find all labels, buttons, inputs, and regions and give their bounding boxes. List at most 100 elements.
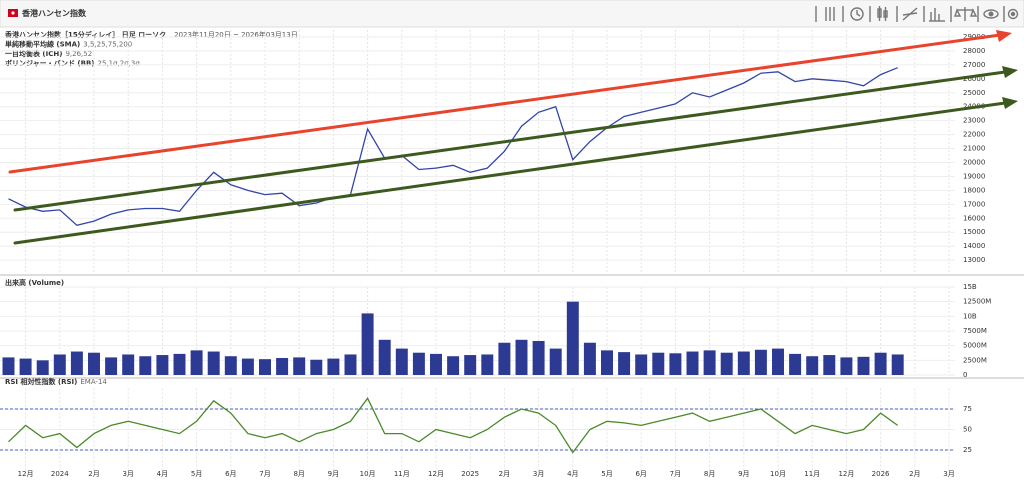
bar bbox=[19, 358, 32, 375]
draw-button[interactable] bbox=[902, 7, 918, 21]
bar bbox=[703, 350, 716, 375]
bars-button[interactable] bbox=[825, 7, 835, 21]
trend-arrow bbox=[996, 30, 1012, 42]
x-tick-label: 4月 bbox=[157, 470, 168, 478]
rsi-subtitle: EMA-14 bbox=[80, 378, 107, 386]
bar bbox=[224, 356, 237, 375]
bar bbox=[840, 357, 853, 375]
volume-title: 出来高 (Volume) bbox=[5, 278, 64, 287]
x-tick-label: 3月 bbox=[533, 470, 544, 478]
x-tick-label: 7月 bbox=[670, 470, 681, 478]
bar bbox=[601, 350, 613, 375]
bar bbox=[754, 349, 767, 375]
y-tick-label: 10B bbox=[963, 312, 977, 320]
y-tick-label: 12500M bbox=[963, 298, 991, 306]
bar bbox=[823, 355, 836, 375]
bar bbox=[464, 355, 477, 375]
candle-button[interactable] bbox=[877, 6, 888, 21]
bar bbox=[857, 356, 870, 375]
y-tick-label: 21000 bbox=[963, 145, 985, 153]
indicator-name: 一目均衡表 (ICH) bbox=[5, 49, 62, 58]
trend-arrow bbox=[1002, 97, 1018, 109]
bar bbox=[310, 359, 323, 375]
bar bbox=[412, 352, 425, 375]
y-tick-label: 17000 bbox=[963, 200, 985, 208]
compare-button[interactable] bbox=[954, 7, 978, 21]
bar bbox=[156, 355, 169, 375]
y-tick-label: 23000 bbox=[963, 117, 985, 125]
x-tick-label: 6月 bbox=[225, 470, 236, 478]
rsi-title: RSI 相対性指数 (RSI) EMA-14 bbox=[5, 377, 107, 386]
bar bbox=[276, 357, 289, 375]
x-tick-label: 2月 bbox=[909, 470, 920, 478]
indicator-label: ボリンジャー・バンド (BB) 25,1σ,2σ,3σ bbox=[5, 59, 140, 68]
bar bbox=[361, 313, 374, 375]
bar bbox=[344, 354, 357, 375]
y-tick-label: 22000 bbox=[963, 131, 985, 139]
bar bbox=[173, 353, 186, 375]
y-tick-label: 27000 bbox=[963, 61, 985, 69]
bar bbox=[618, 352, 631, 375]
x-tick-label: 9月 bbox=[328, 470, 339, 478]
flag-icon-mark bbox=[11, 11, 15, 15]
y-tick-label: 50 bbox=[963, 426, 972, 434]
bar bbox=[566, 301, 579, 375]
bar bbox=[635, 354, 648, 375]
y-tick-label: 29000 bbox=[963, 33, 985, 41]
bar bbox=[139, 356, 152, 375]
y-tick-label: 5000M bbox=[963, 342, 987, 350]
bar bbox=[2, 357, 15, 375]
x-tick-label: 2025 bbox=[461, 470, 479, 478]
x-tick-label: 11月 bbox=[394, 470, 410, 478]
view-button[interactable] bbox=[983, 9, 999, 19]
y-tick-label: 25000 bbox=[963, 89, 985, 97]
bar bbox=[737, 351, 750, 375]
y-tick-label: 16000 bbox=[963, 214, 985, 222]
bar bbox=[207, 351, 220, 375]
toolbar-icons bbox=[815, 6, 1019, 22]
bar bbox=[293, 357, 306, 375]
indicator-label: 一目均衡表 (ICH) 9,26,52 bbox=[5, 49, 92, 58]
x-tick-label: 3月 bbox=[943, 470, 954, 478]
y-tick-label: 19000 bbox=[963, 172, 985, 180]
bar bbox=[532, 340, 545, 375]
bar bbox=[88, 352, 100, 375]
y-tick-label: 20000 bbox=[963, 159, 985, 167]
trend-line bbox=[8, 33, 1002, 174]
series-line bbox=[8, 67, 898, 227]
page-title: 香港ハンセン指数 bbox=[21, 8, 87, 18]
y-tick-label: 28000 bbox=[963, 47, 985, 55]
bar bbox=[549, 348, 562, 375]
x-tick-label: 7月 bbox=[259, 470, 270, 478]
bar bbox=[122, 354, 135, 375]
chart-title: 香港ハンセン指数［15分ディレイ］ 日足 ローソク 2023年11月20日 ~ 2… bbox=[4, 30, 298, 39]
bar bbox=[686, 351, 699, 375]
bar bbox=[190, 350, 203, 375]
bar bbox=[36, 360, 49, 375]
clock-button[interactable] bbox=[850, 7, 864, 21]
x-tick-label: 8月 bbox=[704, 470, 715, 478]
settings-button[interactable] bbox=[1007, 8, 1019, 20]
x-tick-label: 2024 bbox=[51, 470, 69, 478]
trend-line bbox=[13, 101, 1007, 245]
date-range: 2023年11月20日 ~ 2026年03月13日 bbox=[174, 30, 298, 39]
x-tick-label: 6月 bbox=[635, 470, 646, 478]
x-tick-label: 2月 bbox=[88, 470, 99, 478]
x-tick-label: 2月 bbox=[499, 470, 510, 478]
bar bbox=[891, 354, 904, 375]
x-tick-label: 11月 bbox=[804, 470, 820, 478]
trend-line bbox=[13, 70, 1007, 212]
x-tick-label: 5月 bbox=[191, 470, 202, 478]
bar bbox=[669, 353, 682, 375]
bar bbox=[70, 351, 83, 375]
y-tick-label: 0 bbox=[963, 371, 967, 379]
x-tick-label: 10月 bbox=[770, 470, 786, 478]
x-tick-label: 9月 bbox=[738, 470, 749, 478]
bar bbox=[806, 356, 819, 375]
y-tick-label: 26000 bbox=[963, 75, 985, 83]
indicator-button[interactable] bbox=[929, 8, 945, 22]
bar bbox=[395, 348, 408, 375]
indicator-label: 単純移動平均線 (SMA) 3,5,25,75,200 bbox=[5, 40, 132, 49]
x-tick-label: 12月 bbox=[428, 470, 444, 478]
